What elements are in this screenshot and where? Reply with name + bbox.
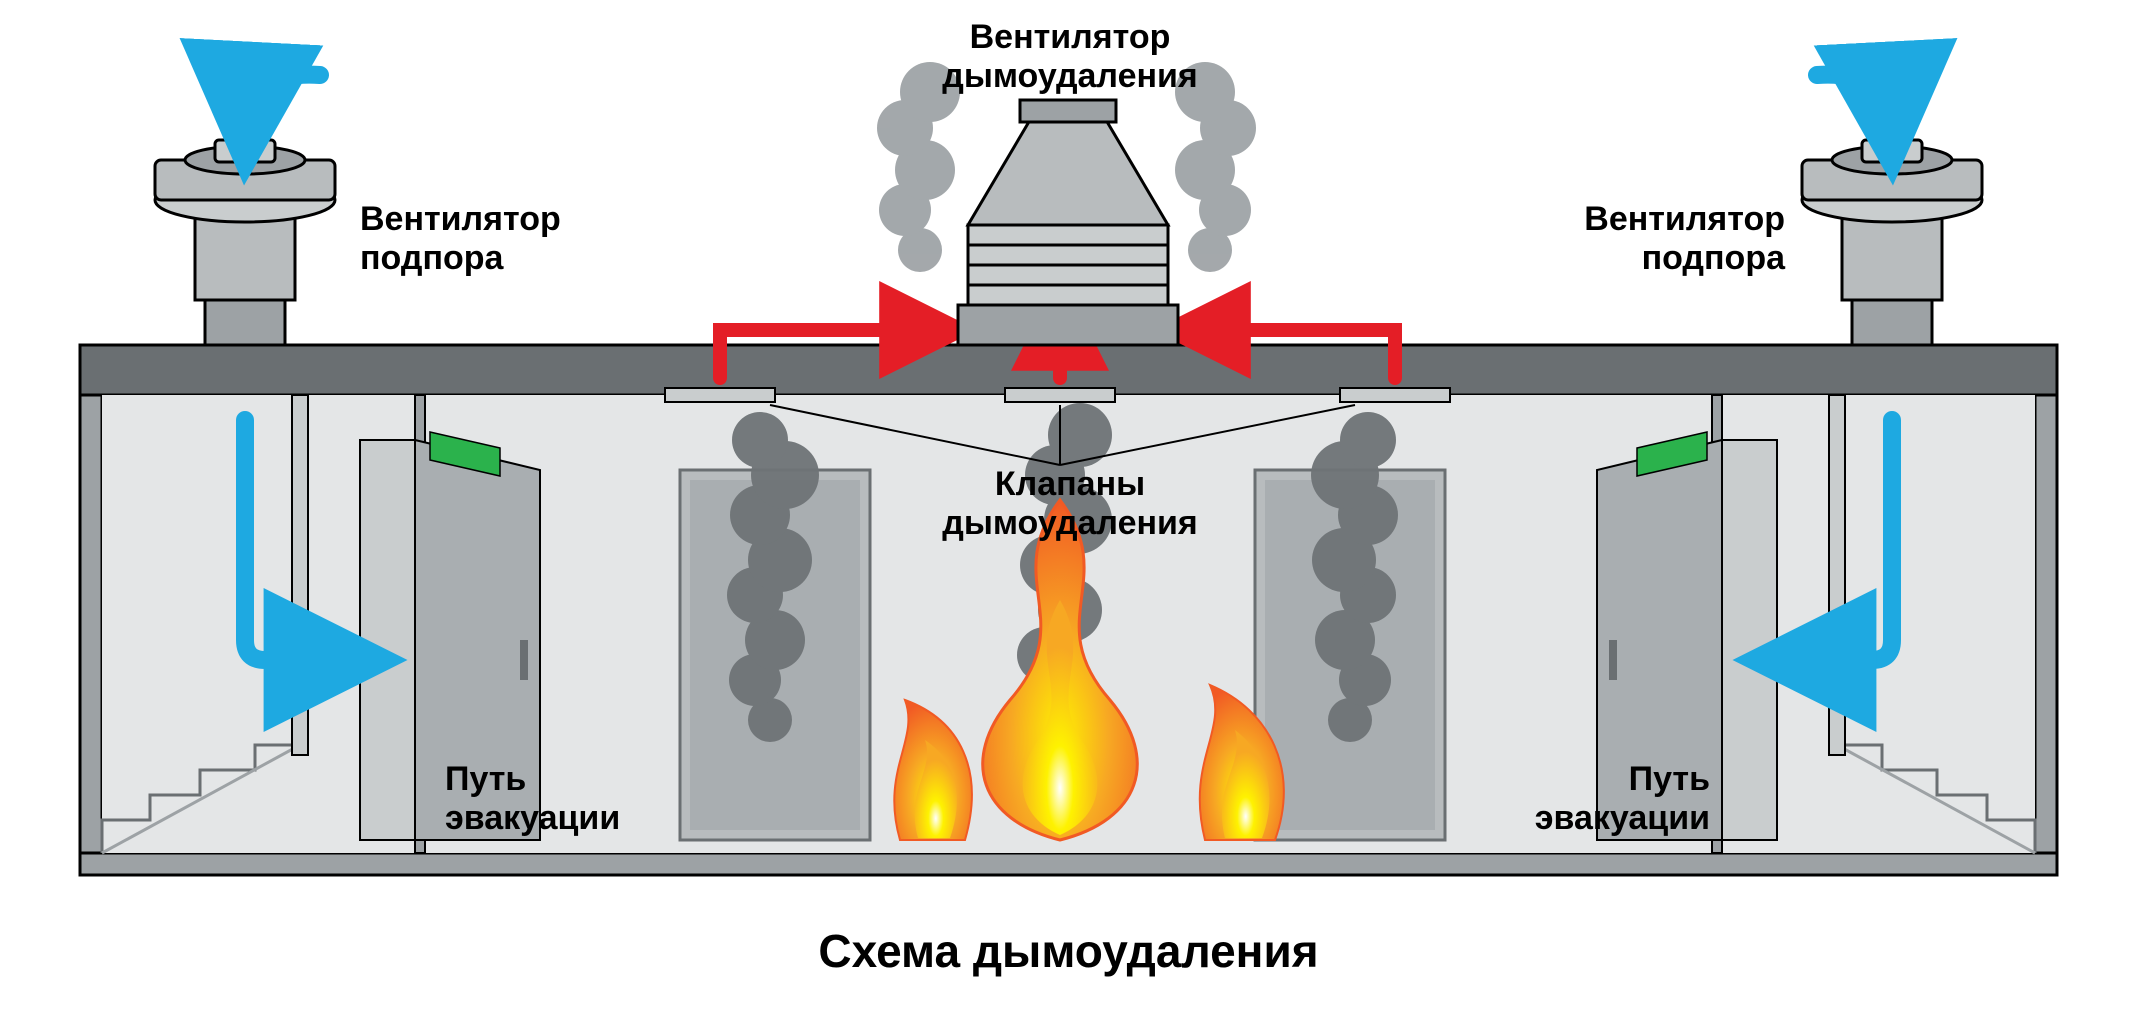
label-exhaust-fan: Вентилятор дымоудаления [920,18,1220,96]
diagram-stage: Вентилятор дымоудаления Вентилятор подпо… [0,0,2137,1022]
label-dampers: Клапаны дымоудаления [940,465,1200,543]
label-supply-fan-right: Вентилятор подпора [1555,200,1785,278]
exhaust-fan-icon [958,100,1178,345]
supply-fan-left-icon [155,140,335,345]
label-evac-right: Путь эвакуации [1500,760,1710,838]
diagram-title: Схема дымоудаления [0,925,2137,978]
supply-fan-right-icon [1802,140,1982,345]
label-evac-left: Путь эвакуации [445,760,620,838]
label-supply-fan-left: Вентилятор подпора [360,200,561,278]
